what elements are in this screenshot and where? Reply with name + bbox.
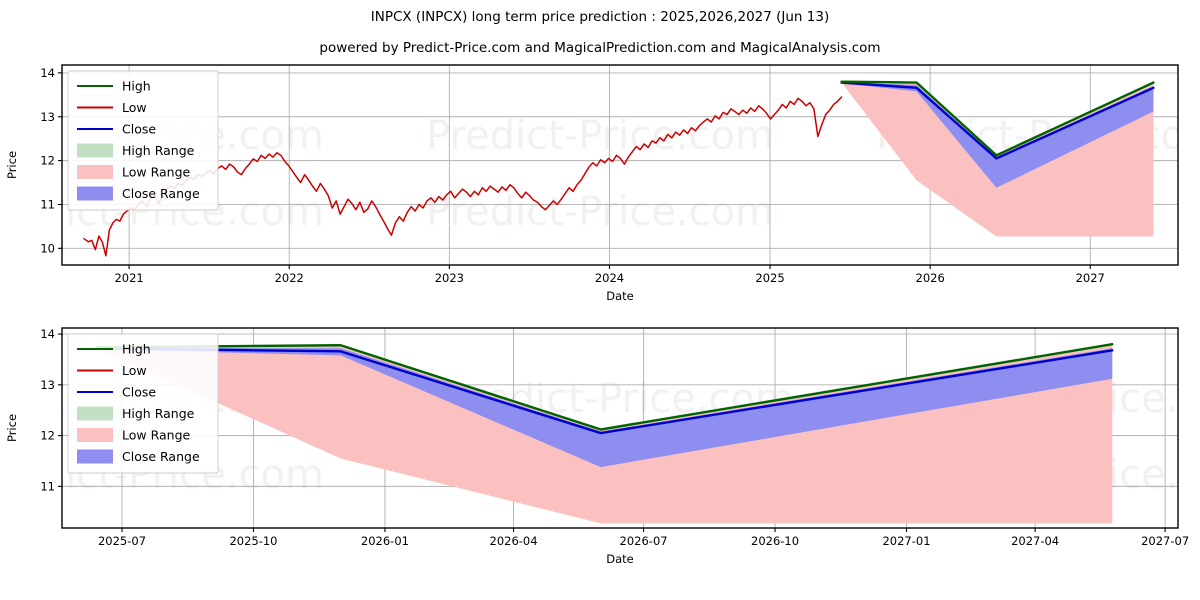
y-tick-label: 14 (40, 327, 55, 341)
x-axis-label: Date (606, 552, 634, 566)
x-tick-label: 2026 (916, 271, 945, 285)
legend-item-low-range: Low Range (122, 165, 191, 180)
x-tick-label: 2027-07 (1141, 534, 1189, 548)
x-tick-label: 2026-10 (751, 534, 799, 548)
y-tick-label: 13 (40, 110, 55, 124)
axes: 10 11 12 13 14 2021 2022 2023 2024 2025 2026 2027 Da… (5, 64, 1179, 303)
y-axis-label: Price (5, 151, 19, 179)
legend-item-close-range: Close Range (122, 186, 200, 201)
legend-item-close-range: Close Range (122, 449, 200, 464)
legend-item-low: Low (122, 100, 147, 115)
x-tick-label: 2023 (435, 271, 464, 285)
legend-item-close: Close (122, 122, 156, 137)
series-high-forecast (840, 80, 1155, 157)
chart-legend: High Low Close High Range Low Range Close Ran… (67, 70, 219, 211)
x-tick-label: 2025 (755, 271, 784, 285)
y-tick-label: 13 (40, 378, 55, 392)
y-axis-label: Price (5, 414, 19, 442)
band-close-range (841, 82, 1154, 188)
grid-lines (62, 65, 1178, 265)
x-tick-label: 2021 (114, 271, 143, 285)
figure-subtitle: powered by Predict-Price.com and Magical… (319, 40, 881, 56)
y-tick-label: 11 (40, 197, 55, 211)
x-tick-label: 2026-07 (620, 534, 668, 548)
y-tick-label: 11 (40, 479, 55, 493)
legend-item-low: Low (122, 363, 147, 378)
x-axis-label: Date (606, 289, 634, 303)
legend-item-low-range: Low Range (122, 428, 191, 443)
figure-header: INPCX (INPCX) long term price prediction… (0, 0, 1200, 56)
y-tick-label: 14 (40, 66, 55, 80)
legend-item-high-range: High Range (122, 406, 195, 421)
series-high-forecast (95, 343, 1114, 431)
x-tick-label: 2024 (595, 271, 624, 285)
series-close-forecast (95, 347, 1114, 435)
band-close-range (96, 347, 1113, 468)
x-tick-label: 2027-04 (1011, 534, 1059, 548)
legend-item-close: Close (122, 385, 156, 400)
legend-item-high: High (122, 342, 151, 357)
legend-item-high-range: High Range (122, 143, 195, 158)
legend-item-high: High (122, 79, 151, 94)
x-tick-label: 2026-04 (490, 534, 538, 548)
axes: 11 12 13 14 2025-07 2025-10 2026-01 2026-04 2026… (5, 327, 1189, 566)
x-tick-label: 2022 (275, 271, 304, 285)
bottom-chart-panel: Predict-Price.comPredict-Price.comPredic… (5, 327, 1189, 566)
x-tick-label: 2027-01 (882, 534, 930, 548)
x-tick-label: 2025-07 (98, 534, 146, 548)
watermark: Predict-Price.com (426, 113, 774, 159)
x-tick-label: 2025-10 (229, 534, 277, 548)
y-tick-label: 12 (40, 154, 55, 168)
y-tick-label: 12 (40, 429, 55, 443)
x-tick-label: 2026-01 (361, 534, 409, 548)
x-tick-label: 2027 (1076, 271, 1105, 285)
chart-legend: High Low Close High Range Low Range Close Ran… (67, 333, 219, 474)
y-tick-label: 10 (40, 241, 55, 255)
watermark: Predict-Price.com (426, 189, 774, 235)
series-close-forecast (840, 81, 1155, 160)
page-title: INPCX (INPCX) long term price prediction… (370, 9, 830, 25)
